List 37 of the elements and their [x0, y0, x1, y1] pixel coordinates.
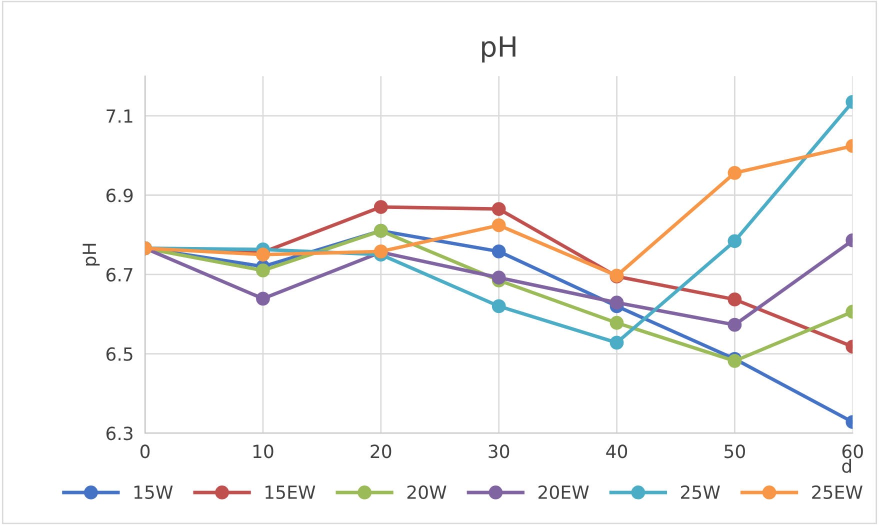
point	[728, 234, 742, 248]
legend-label: 25EW	[812, 485, 862, 500]
y-tick-label: 7.1	[106, 109, 132, 123]
x-tick-label: 40	[606, 444, 628, 458]
point	[256, 292, 270, 306]
point	[256, 264, 270, 278]
point	[492, 218, 506, 232]
y-tick-label: 6.5	[106, 347, 132, 361]
point	[492, 202, 506, 216]
y-tick-label: 6.9	[106, 188, 133, 202]
point	[492, 244, 506, 258]
legend-label: 25W	[681, 485, 720, 500]
legend-label: 20EW	[538, 485, 589, 500]
point	[610, 316, 624, 330]
x-axis-title: d	[842, 458, 851, 473]
point	[728, 318, 742, 332]
y-tick-label: 6.3	[106, 426, 132, 440]
x-tick-label: 60	[842, 444, 863, 458]
x-tick-label: 50	[724, 444, 745, 458]
point	[492, 299, 506, 314]
point	[728, 292, 742, 306]
legend-label: 15EW	[266, 486, 316, 500]
legend-label: 20W	[407, 485, 446, 500]
chart-title: pH	[482, 36, 516, 62]
point	[256, 248, 270, 262]
y-axis-title: pH	[82, 244, 100, 266]
x-tick-label: 30	[488, 444, 510, 458]
x-tick-label: 0	[140, 444, 150, 458]
point	[610, 296, 624, 310]
point	[492, 270, 506, 285]
point	[610, 336, 624, 350]
x-tick-label: 10	[253, 444, 274, 458]
y-tick-label: 6.7	[106, 268, 132, 282]
x-tick-label: 20	[370, 444, 392, 458]
point	[728, 166, 742, 180]
point	[374, 200, 388, 214]
legend-label: 15W	[134, 486, 173, 500]
